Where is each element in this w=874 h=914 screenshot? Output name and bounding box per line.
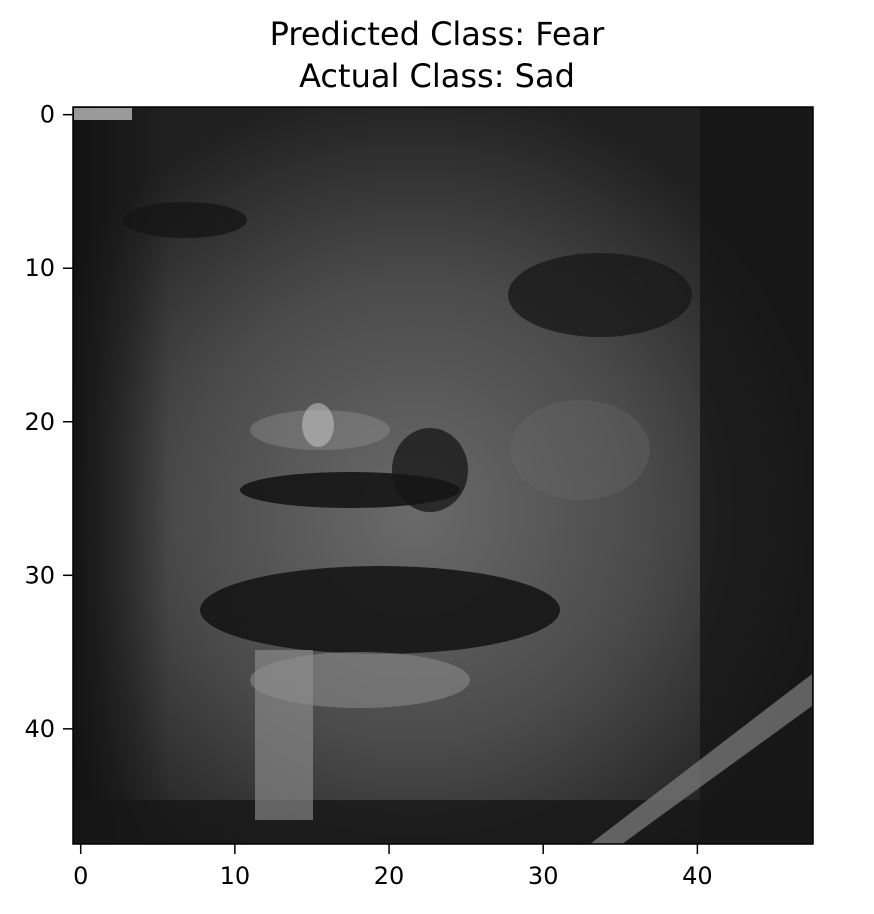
y-tick-label: 10: [24, 254, 55, 282]
x-tick-label: 10: [220, 862, 251, 890]
chart-title-actual: Actual Class: Sad: [299, 57, 575, 95]
y-tick-label: 20: [24, 408, 55, 436]
y-tick-label: 30: [24, 561, 55, 589]
x-tick-label: 30: [528, 862, 559, 890]
x-tick-label: 0: [73, 862, 88, 890]
x-tick-label: 40: [682, 862, 713, 890]
face-image: [73, 107, 813, 844]
y-tick-label: 0: [40, 101, 55, 129]
y-tick-label: 40: [24, 715, 55, 743]
x-tick-label: 20: [374, 862, 405, 890]
chart-title-predicted: Predicted Class: Fear: [269, 15, 605, 53]
